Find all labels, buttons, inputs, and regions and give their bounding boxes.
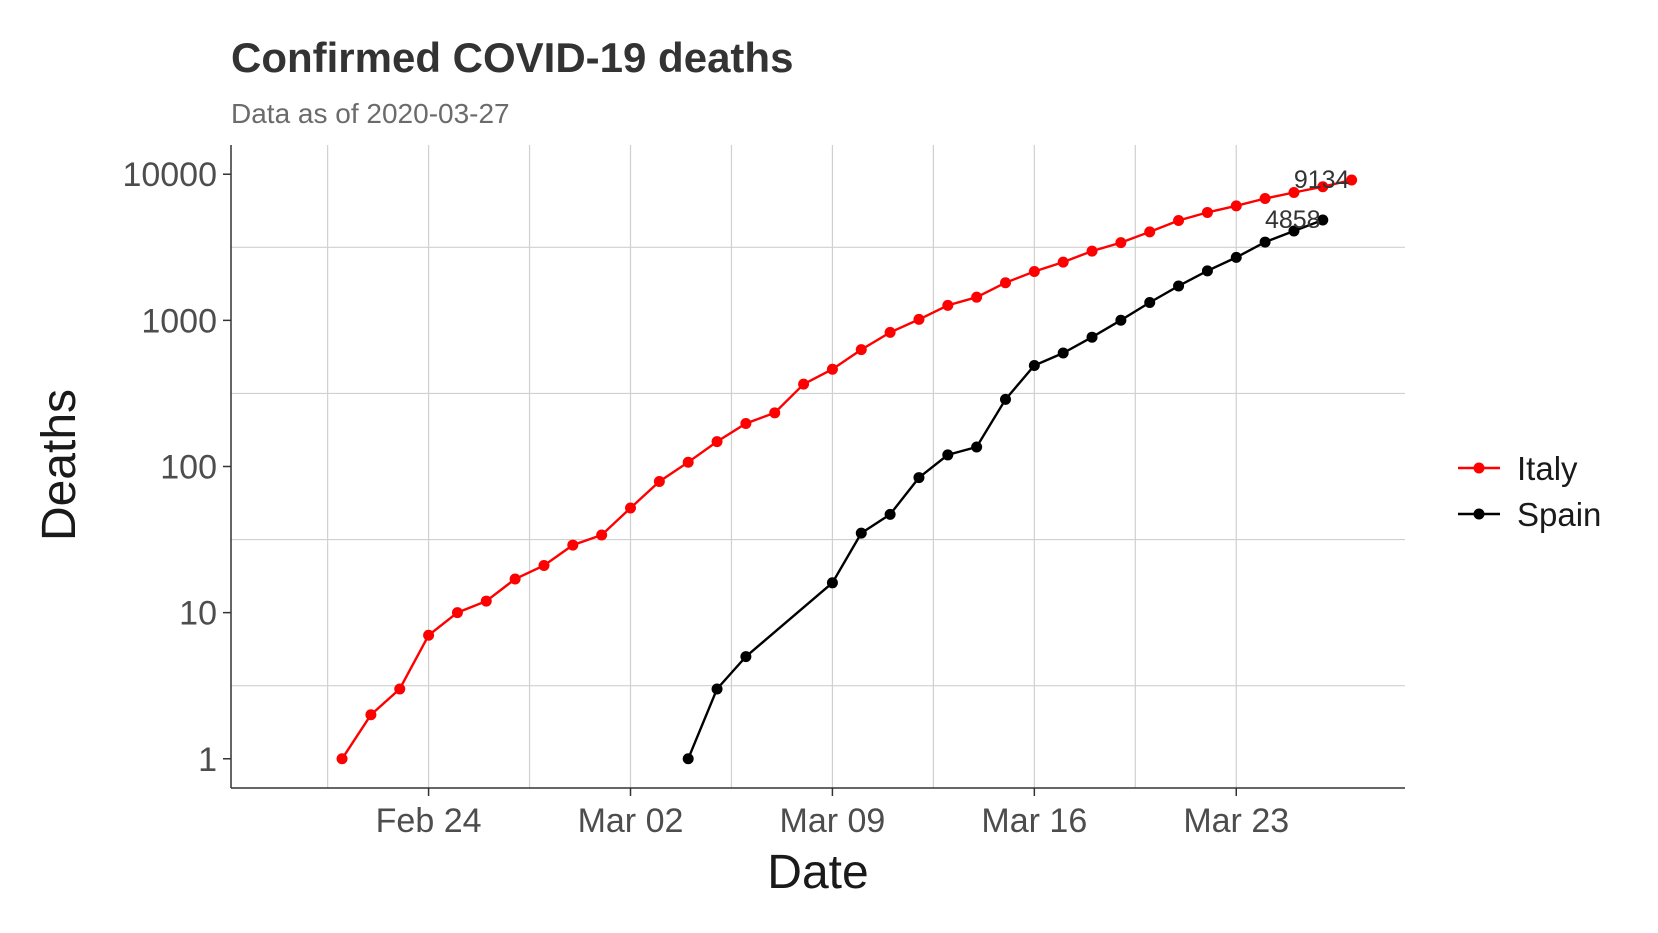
series-line (687, 218, 1324, 760)
data-point (913, 472, 925, 484)
series-italy (336, 174, 1358, 765)
data-point (682, 753, 694, 765)
end-labels: 9134 4858 (1265, 166, 1350, 234)
data-point (1028, 360, 1040, 372)
data-point (394, 683, 406, 695)
data-point (1259, 193, 1271, 205)
data-point (884, 508, 896, 520)
data-point (913, 313, 925, 325)
grid (231, 145, 1405, 788)
chart-title: Confirmed COVID-19 deaths (231, 34, 793, 81)
y-axis-title: Deaths (33, 389, 86, 541)
data-point (1057, 347, 1069, 359)
data-point (711, 436, 723, 448)
data-point (1086, 245, 1098, 257)
data-point (1115, 237, 1127, 249)
data-point (826, 363, 838, 375)
data-point (1288, 186, 1300, 198)
y-tick-label: 10000 (122, 156, 217, 194)
y-tick-label: 1000 (141, 302, 217, 340)
data-point (1201, 206, 1213, 218)
data-point (423, 629, 435, 641)
legend-key-point (1473, 508, 1485, 520)
data-point (769, 407, 781, 419)
data-point (1230, 200, 1242, 212)
x-tick-label: Mar 23 (1183, 802, 1289, 840)
data-point (336, 753, 348, 765)
data-point (1201, 265, 1213, 277)
data-point (971, 441, 983, 453)
data-point (1317, 214, 1329, 226)
x-axis-title: Date (767, 846, 868, 899)
data-point (942, 299, 954, 311)
data-point (653, 475, 665, 487)
data-point (971, 291, 983, 303)
data-point (567, 539, 579, 551)
x-tick-label: Mar 16 (981, 802, 1087, 840)
data-point (740, 417, 752, 429)
data-point (1173, 214, 1185, 226)
series-layer (336, 174, 1358, 765)
data-point (1144, 226, 1156, 238)
data-point (999, 393, 1011, 405)
data-point (538, 560, 550, 572)
data-point (1346, 174, 1358, 186)
data-point (826, 577, 838, 589)
series-line (341, 178, 1352, 760)
data-point (1173, 280, 1185, 292)
x-tick-label: Feb 24 (376, 802, 482, 840)
axes: 1 10 100 1000 10000 Feb 24 Mar 02 Mar 09 Mar 16 M… (122, 145, 1405, 840)
data-point (1115, 314, 1127, 326)
end-value-label: 9134 (1294, 166, 1350, 194)
data-point (1230, 251, 1242, 263)
data-point (798, 378, 810, 390)
data-point (1259, 236, 1271, 248)
data-point (884, 326, 896, 338)
y-tick-label: 10 (179, 595, 217, 633)
data-point (855, 527, 867, 539)
data-point (855, 344, 867, 356)
data-point (1317, 181, 1329, 193)
data-point (1028, 266, 1040, 278)
data-point (1057, 256, 1069, 268)
data-point (1086, 331, 1098, 343)
data-point (509, 573, 521, 585)
data-point (480, 595, 492, 607)
data-point (365, 709, 377, 721)
chart-subtitle: Data as of 2020-03-27 (231, 98, 510, 129)
data-point (942, 449, 954, 461)
data-point (682, 456, 694, 468)
data-point (999, 277, 1011, 289)
end-value-label: 4858 (1265, 206, 1321, 234)
legend-key-point (1473, 462, 1485, 474)
x-tick-label: Mar 09 (780, 802, 886, 840)
y-tick-label: 100 (160, 449, 217, 487)
x-tick-label: Mar 02 (578, 802, 684, 840)
data-point (740, 651, 752, 663)
data-point (1144, 296, 1156, 308)
legend-label: Spain (1517, 496, 1601, 533)
legend: Italy Spain (1458, 450, 1601, 533)
data-point (625, 502, 637, 514)
legend-item-italy: Italy (1458, 450, 1578, 487)
series-spain (682, 214, 1329, 765)
legend-label: Italy (1517, 450, 1578, 487)
legend-item-spain: Spain (1458, 496, 1601, 533)
data-point (1288, 225, 1300, 237)
data-point (711, 683, 723, 695)
y-tick-label: 1 (198, 741, 217, 779)
data-point (596, 529, 608, 541)
data-point (451, 607, 463, 619)
